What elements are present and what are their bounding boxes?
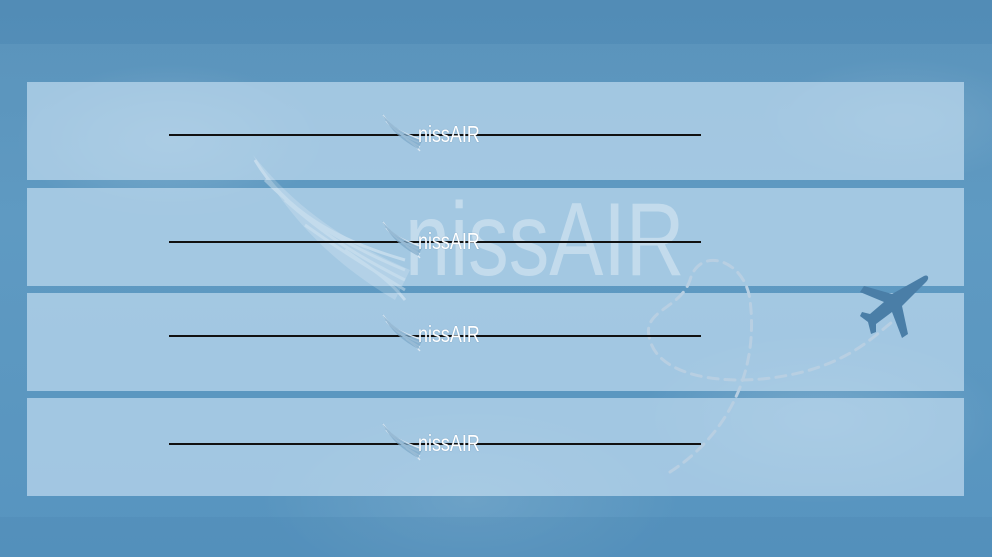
panel-3 bbox=[27, 293, 964, 391]
logo: nissAIR bbox=[380, 313, 500, 353]
logo-text: nissAIR bbox=[418, 228, 480, 254]
divider-line bbox=[169, 335, 701, 337]
wing-icon bbox=[382, 114, 422, 152]
logo-text: nissAIR bbox=[418, 321, 480, 347]
panel-4 bbox=[27, 398, 964, 496]
divider-line bbox=[169, 443, 701, 445]
divider-line bbox=[169, 134, 701, 136]
heart-route-icon bbox=[646, 258, 897, 474]
wing-icon bbox=[253, 155, 410, 301]
logo: nissAIR bbox=[380, 220, 500, 260]
watermark-logo: nissAIR bbox=[245, 150, 695, 320]
wing-icon bbox=[382, 221, 422, 259]
top-band bbox=[0, 0, 992, 44]
logo: nissAIR bbox=[380, 113, 500, 153]
panel-2 bbox=[27, 188, 964, 286]
logo-text: nissAIR bbox=[418, 430, 480, 456]
panel-1 bbox=[27, 82, 964, 180]
wing-icon bbox=[382, 314, 422, 352]
divider-line bbox=[169, 241, 701, 243]
watermark-logo-text: nissAIR bbox=[405, 182, 685, 298]
bottom-band bbox=[0, 517, 992, 557]
airplane-icon bbox=[860, 275, 929, 338]
logo-text: nissAIR bbox=[418, 121, 480, 147]
wing-icon bbox=[382, 423, 422, 461]
logo: nissAIR bbox=[380, 422, 500, 462]
